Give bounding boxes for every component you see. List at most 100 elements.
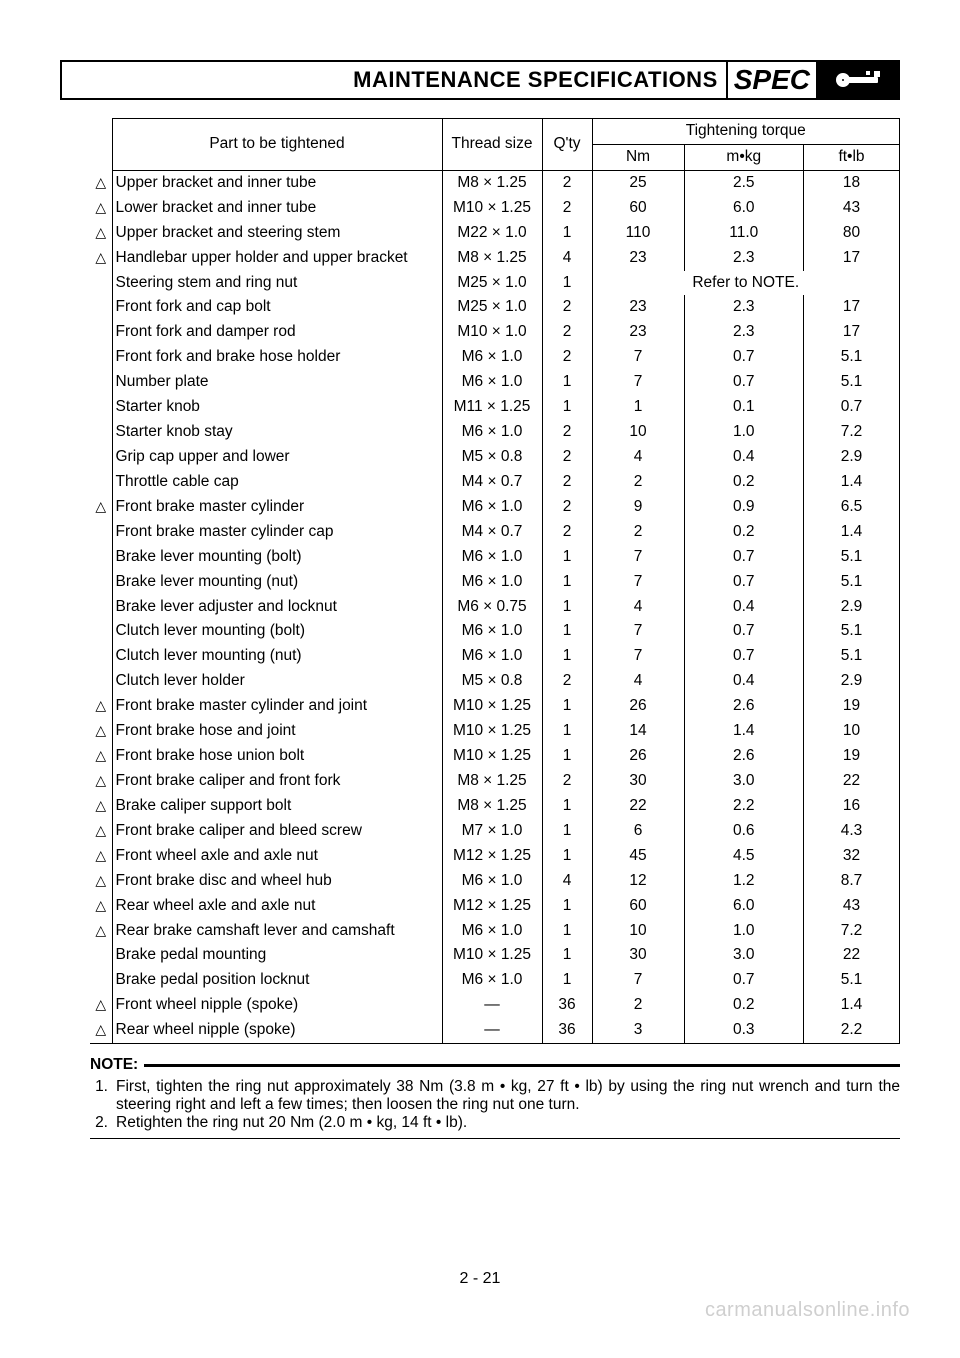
mkg-cell: 6.0 [684, 894, 803, 919]
qty-cell: 1 [542, 619, 592, 644]
table-row: △Front wheel nipple (spoke)—3620.21.4 [90, 993, 900, 1018]
part-cell: Steering stem and ring nut [112, 271, 442, 296]
nm-cell: 9 [592, 495, 684, 520]
part-cell: Clutch lever mounting (bolt) [112, 619, 442, 644]
mkg-cell: 6.0 [684, 196, 803, 221]
ftlb-cell: 19 [803, 744, 899, 769]
ftlb-cell: 1.4 [803, 520, 899, 545]
part-cell: Front brake caliper and front fork [112, 769, 442, 794]
nm-cell: 30 [592, 769, 684, 794]
flag-col2 [90, 144, 112, 170]
mkg-cell: 2.3 [684, 246, 803, 271]
table-row: △Front brake master cylinderM6 × 1.0290.… [90, 495, 900, 520]
ftlb-cell: 1.4 [803, 993, 899, 1018]
flag-cell [90, 370, 112, 395]
table-row: Starter knob stayM6 × 1.02101.07.2 [90, 420, 900, 445]
ftlb-cell: 5.1 [803, 545, 899, 570]
ftlb-cell: 10 [803, 719, 899, 744]
thread-cell: M4 × 0.7 [442, 520, 542, 545]
flag-cell: △ [90, 819, 112, 844]
nm-cell: 22 [592, 794, 684, 819]
thread-cell: M7 × 1.0 [442, 819, 542, 844]
triangle-icon: △ [95, 872, 106, 888]
ftlb-cell: 5.1 [803, 619, 899, 644]
mkg-cell: 2.3 [684, 320, 803, 345]
mkg-cell: 0.7 [684, 619, 803, 644]
ftlb-cell: 32 [803, 844, 899, 869]
table-row: Front fork and damper rodM10 × 1.02232.3… [90, 320, 900, 345]
note-rule-top [144, 1064, 900, 1067]
note-ref-cell: Refer to NOTE. [592, 271, 900, 296]
thread-cell: M6 × 1.0 [442, 420, 542, 445]
table-row: △Upper bracket and steering stemM22 × 1.… [90, 221, 900, 246]
nm-cell: 14 [592, 719, 684, 744]
nm-cell: 6 [592, 819, 684, 844]
part-cell: Front brake master cylinder and joint [112, 694, 442, 719]
col-nm: Nm [592, 144, 684, 170]
table-row: Steering stem and ring nutM25 × 1.01Refe… [90, 271, 900, 296]
flag-cell: △ [90, 844, 112, 869]
part-cell: Rear wheel nipple (spoke) [112, 1018, 442, 1043]
nm-cell: 3 [592, 1018, 684, 1043]
triangle-icon: △ [95, 847, 106, 863]
flag-cell [90, 445, 112, 470]
flag-cell [90, 271, 112, 296]
qty-cell: 1 [542, 794, 592, 819]
nm-cell: 12 [592, 869, 684, 894]
flag-cell [90, 570, 112, 595]
part-cell: Brake pedal position locknut [112, 968, 442, 993]
thread-cell: M8 × 1.25 [442, 769, 542, 794]
qty-cell: 1 [542, 370, 592, 395]
thread-cell: M25 × 1.0 [442, 295, 542, 320]
mkg-cell: 0.1 [684, 395, 803, 420]
qty-cell: 4 [542, 869, 592, 894]
mkg-cell: 2.3 [684, 295, 803, 320]
ftlb-cell: 2.9 [803, 445, 899, 470]
triangle-icon: △ [95, 996, 106, 1012]
part-cell: Starter knob [112, 395, 442, 420]
ftlb-cell: 17 [803, 320, 899, 345]
ftlb-cell: 5.1 [803, 345, 899, 370]
qty-cell: 36 [542, 1018, 592, 1043]
mkg-cell: 1.0 [684, 919, 803, 944]
ftlb-cell: 17 [803, 295, 899, 320]
flag-cell [90, 420, 112, 445]
table-row: Brake pedal position locknutM6 × 1.0170.… [90, 968, 900, 993]
flag-cell [90, 345, 112, 370]
table-row: △Upper bracket and inner tubeM8 × 1.2522… [90, 170, 900, 195]
mkg-cell: 0.7 [684, 644, 803, 669]
part-cell: Front fork and damper rod [112, 320, 442, 345]
note-number: 2. [90, 1114, 116, 1132]
flag-cell [90, 619, 112, 644]
flag-cell [90, 545, 112, 570]
mkg-cell: 11.0 [684, 221, 803, 246]
thread-cell: M11 × 1.25 [442, 395, 542, 420]
thread-cell: M6 × 1.0 [442, 545, 542, 570]
mkg-cell: 0.4 [684, 669, 803, 694]
triangle-icon: △ [95, 174, 106, 190]
qty-cell: 1 [542, 694, 592, 719]
thread-cell: M10 × 1.25 [442, 196, 542, 221]
flag-cell [90, 644, 112, 669]
qty-cell: 2 [542, 420, 592, 445]
note-label: NOTE: [90, 1056, 144, 1074]
spec-table-wrap: Part to be tightened Thread size Q'ty Ti… [90, 118, 900, 1044]
table-row: Front fork and brake hose holderM6 × 1.0… [90, 345, 900, 370]
flag-cell [90, 295, 112, 320]
nm-cell: 2 [592, 470, 684, 495]
part-cell: Brake caliper support bolt [112, 794, 442, 819]
flag-cell: △ [90, 794, 112, 819]
mkg-cell: 1.0 [684, 420, 803, 445]
nm-cell: 110 [592, 221, 684, 246]
part-cell: Number plate [112, 370, 442, 395]
nm-cell: 4 [592, 595, 684, 620]
table-row: △Front brake disc and wheel hubM6 × 1.04… [90, 869, 900, 894]
ftlb-cell: 80 [803, 221, 899, 246]
ftlb-cell: 5.1 [803, 570, 899, 595]
nm-cell: 60 [592, 894, 684, 919]
qty-cell: 2 [542, 320, 592, 345]
qty-cell: 1 [542, 894, 592, 919]
nm-cell: 60 [592, 196, 684, 221]
note-items: 1.First, tighten the ring nut approximat… [90, 1074, 900, 1138]
qty-cell: 2 [542, 470, 592, 495]
